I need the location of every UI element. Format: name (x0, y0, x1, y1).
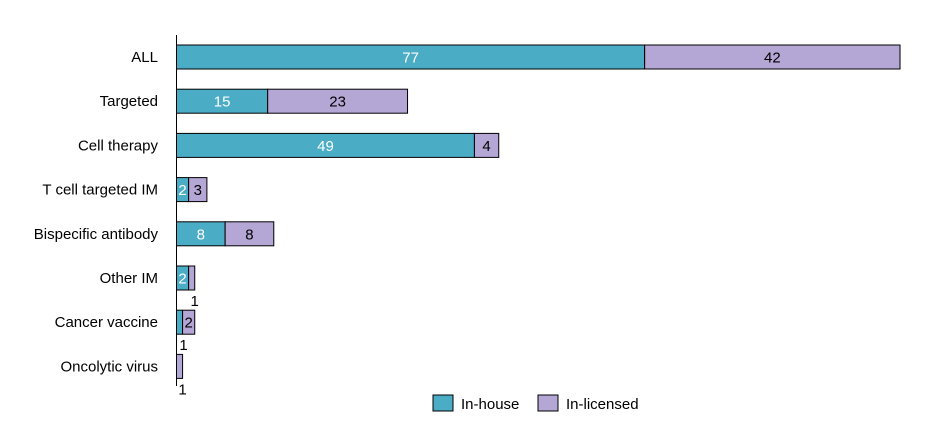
bar-group (176, 44, 901, 379)
bar-in-licensed-cell-therapy (473, 132, 500, 158)
value-label-in-licensed-oncolytic-virus: 1 (178, 381, 186, 398)
legend: In-house In-licensed (432, 394, 639, 413)
bar-in-licensed-cancer-vaccine (182, 309, 196, 335)
value-label-in-house-all: 77 (402, 50, 419, 67)
bar-in-house-targeted (176, 88, 269, 114)
bar-in-house-bispecific-antibody (176, 221, 226, 247)
value-label-in-licensed-bispecific-antibody: 8 (245, 226, 253, 243)
category-label-oncolytic-virus: Oncolytic virus (60, 358, 158, 375)
value-label-in-licensed-targeted: 23 (329, 94, 346, 111)
category-label-t-cell-targeted-im: T cell targeted IM (42, 182, 158, 199)
bar-in-licensed-bispecific-antibody (224, 221, 275, 247)
legend-label-in-licensed: In-licensed (566, 396, 639, 413)
value-label-in-licensed-t-cell-targeted-im: 3 (194, 182, 202, 199)
value-label-in-licensed-cancer-vaccine: 2 (184, 315, 192, 332)
category-label-bispecific-antibody: Bispecific antibody (34, 226, 159, 243)
value-label-in-house-t-cell-targeted-im: 2 (178, 182, 186, 199)
value-label-in-house-cell-therapy: 49 (317, 138, 334, 155)
value-label-in-house-other-im: 2 (178, 271, 186, 288)
category-label-all: ALL (131, 49, 158, 66)
value-label-in-house-bispecific-antibody: 8 (197, 226, 205, 243)
value-label-in-house-cancer-vaccine: 1 (179, 337, 187, 354)
value-label-in-licensed-all: 42 (764, 50, 781, 67)
bar-in-licensed-other-im (188, 265, 196, 291)
value-label-in-licensed-cell-therapy: 4 (482, 138, 490, 155)
legend-swatch-in-house (432, 394, 454, 412)
bar-in-licensed-t-cell-targeted-im (188, 177, 208, 203)
bar-in-house-cancer-vaccine (176, 309, 184, 335)
category-label-cancer-vaccine: Cancer vaccine (55, 314, 158, 331)
value-label-in-licensed-other-im: 1 (191, 293, 199, 310)
legend-label-in-house: In-house (461, 396, 519, 413)
category-label-other-im: Other IM (100, 270, 158, 287)
bar-in-licensed-all (644, 44, 901, 70)
bar-in-house-all (176, 44, 646, 70)
bar-in-licensed-oncolytic-virus (176, 353, 184, 379)
category-label-cell-therapy: Cell therapy (78, 137, 159, 154)
bar-in-licensed-targeted (267, 88, 409, 114)
category-label-targeted: Targeted (100, 93, 158, 110)
bar-in-house-cell-therapy (176, 132, 475, 158)
legend-swatch-in-licensed (537, 394, 559, 412)
value-label-in-house-targeted: 15 (214, 94, 231, 111)
